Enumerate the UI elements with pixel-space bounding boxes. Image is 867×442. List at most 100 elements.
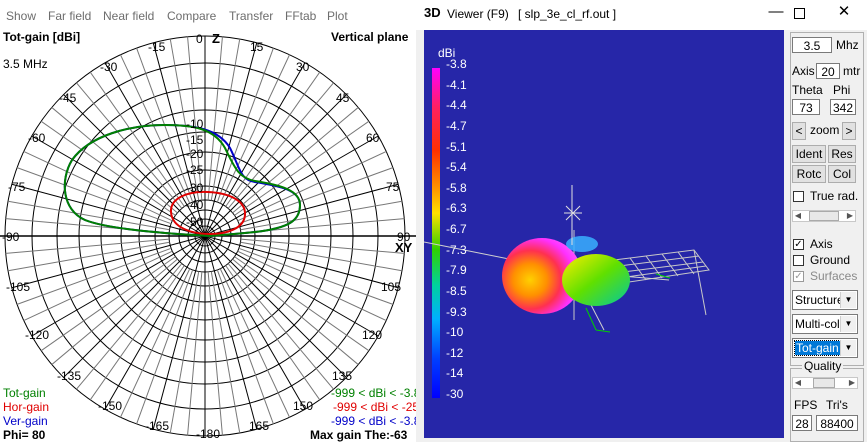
grid-spoke — [5, 238, 170, 254]
surfaces-checkbox[interactable]: ✓ — [793, 271, 804, 282]
grid-spoke — [136, 269, 194, 425]
grid-spoke — [225, 71, 321, 207]
ring-label: -30 — [186, 181, 204, 195]
ring-label: -50 — [186, 215, 204, 229]
grid-spoke — [76, 82, 183, 209]
menu-fftab[interactable]: FFtab — [285, 9, 317, 23]
grid-spoke — [76, 263, 183, 390]
maximize-icon[interactable] — [776, 0, 822, 26]
grid-spoke — [238, 167, 394, 225]
colorbar-value: -6.7 — [446, 222, 467, 236]
grid-spoke — [40, 120, 176, 216]
surfaces-check-label: Surfaces — [810, 269, 858, 283]
axis-length-label: Axis — [792, 64, 815, 78]
grid-spoke — [11, 235, 206, 289]
menu-compare[interactable]: Compare — [167, 9, 217, 23]
grid-spoke — [204, 235, 258, 430]
grid-spoke — [204, 235, 306, 410]
slider-thumb[interactable] — [813, 378, 835, 388]
angle-label: 60 — [366, 131, 380, 145]
menu-near-field[interactable]: Near field — [103, 9, 155, 23]
grid-spoke — [63, 94, 206, 237]
grid-spoke — [240, 238, 405, 254]
menu-plot[interactable]: Plot — [327, 9, 348, 23]
angle-label: 75 — [386, 180, 400, 194]
grid-spoke — [204, 235, 347, 378]
theta-input[interactable]: 73 — [792, 99, 820, 115]
frequency-input[interactable]: 3.5 — [792, 37, 832, 53]
angle-label: -45 — [59, 91, 77, 105]
ring-label: -25 — [186, 163, 204, 177]
grid-spoke — [23, 151, 173, 222]
chevron-down-icon: ▼ — [840, 316, 856, 332]
fps-label: FPS — [794, 398, 818, 412]
grid-spoke — [204, 135, 379, 237]
colorbar-value: -3.8 — [446, 57, 467, 71]
ground-checkbox[interactable] — [793, 255, 804, 266]
grid-spoke — [210, 271, 241, 434]
axis-length-input[interactable]: 20 — [816, 63, 840, 79]
menu-show[interactable]: Show — [6, 9, 37, 23]
zoom-label: zoom — [810, 123, 840, 137]
grid-spoke — [225, 265, 321, 401]
grid-spoke — [240, 241, 403, 272]
plot-title: Tot-gain [dBi] — [3, 30, 81, 44]
colorbar-value: -12 — [446, 345, 464, 360]
grid-spoke — [40, 256, 176, 352]
3d-render — [424, 68, 710, 398]
3d-scene[interactable]: dBi -3.8 -4.1 -4.4 -4.7 -5.1 -5.4 -5.8 -6.3 -6.7… — [424, 30, 784, 438]
slider-left-icon[interactable]: ◀ — [794, 211, 802, 220]
menu-far-field[interactable]: Far field — [48, 9, 92, 23]
angle-label: -75 — [8, 180, 26, 194]
max-gain-readout: Max gain The:-63 — [310, 428, 408, 442]
grid-spoke — [16, 247, 172, 305]
res-button[interactable]: Res — [828, 145, 856, 163]
grid-spoke — [216, 47, 274, 203]
slider-right-icon[interactable]: ▶ — [848, 378, 856, 387]
colorbar-value: -7.9 — [446, 263, 467, 278]
colorbar-value: -10 — [446, 325, 464, 340]
tot-gain-curve — [63, 123, 302, 238]
gain-type-dropdown[interactable]: Tot-gain ▼ — [792, 338, 858, 358]
zoom-in-button[interactable]: > — [842, 122, 856, 140]
zoom-out-button[interactable]: < — [792, 122, 806, 140]
fps-value: 28 — [792, 415, 812, 431]
grid-spoke — [227, 263, 334, 390]
angle-label: -60 — [28, 131, 46, 145]
ring-label: -10 — [186, 117, 204, 131]
menu-transfer[interactable]: Transfer — [229, 9, 274, 23]
col-button[interactable]: Col — [828, 165, 856, 183]
legend-hor-gain: Hor-gain — [3, 400, 50, 414]
grid-spoke — [237, 250, 387, 321]
legend-tot-range: -999 < dBi < -3.8 — [331, 386, 421, 400]
tris-value: 88400 — [816, 415, 858, 431]
color-mode-dropdown[interactable]: Multi-colo ▼ — [792, 314, 858, 334]
ident-button[interactable]: Ident — [792, 145, 826, 163]
angle-label: -90 — [2, 230, 20, 244]
true-rad-checkbox[interactable] — [793, 191, 804, 202]
close-icon[interactable]: ✕ — [837, 3, 851, 20]
slider-thumb[interactable] — [809, 211, 839, 221]
grid-spoke — [169, 271, 200, 434]
minimize-icon[interactable]: — — [768, 3, 784, 20]
grid-spoke — [152, 235, 206, 430]
phi-input[interactable]: 342 — [830, 99, 856, 115]
legend-hor-range: -999 < dBi < -25 — [333, 400, 420, 414]
axis-checkbox[interactable]: ✓ — [793, 239, 804, 250]
angle-label: 150 — [293, 399, 314, 413]
slider-right-icon[interactable]: ▶ — [846, 211, 854, 220]
grid-spoke — [31, 135, 206, 237]
colorbar-value: -5.8 — [446, 180, 467, 195]
colorbar-value: -6.3 — [446, 201, 467, 216]
gain-type-value: Tot-gain — [794, 340, 841, 356]
frequency-unit: Mhz — [836, 38, 859, 52]
quality-slider[interactable]: ◀ ▶ — [792, 377, 858, 389]
structure-dropdown[interactable]: Structure ▼ — [792, 290, 858, 310]
rotc-button[interactable]: Rotc — [792, 165, 826, 183]
grid-spoke — [234, 256, 370, 352]
angle-label: 45 — [336, 91, 350, 105]
angle-label: -150 — [98, 399, 123, 413]
slider-left-icon[interactable]: ◀ — [794, 378, 802, 387]
true-rad-slider[interactable]: ◀ ▶ — [792, 210, 856, 222]
grid-spoke — [207, 271, 223, 436]
